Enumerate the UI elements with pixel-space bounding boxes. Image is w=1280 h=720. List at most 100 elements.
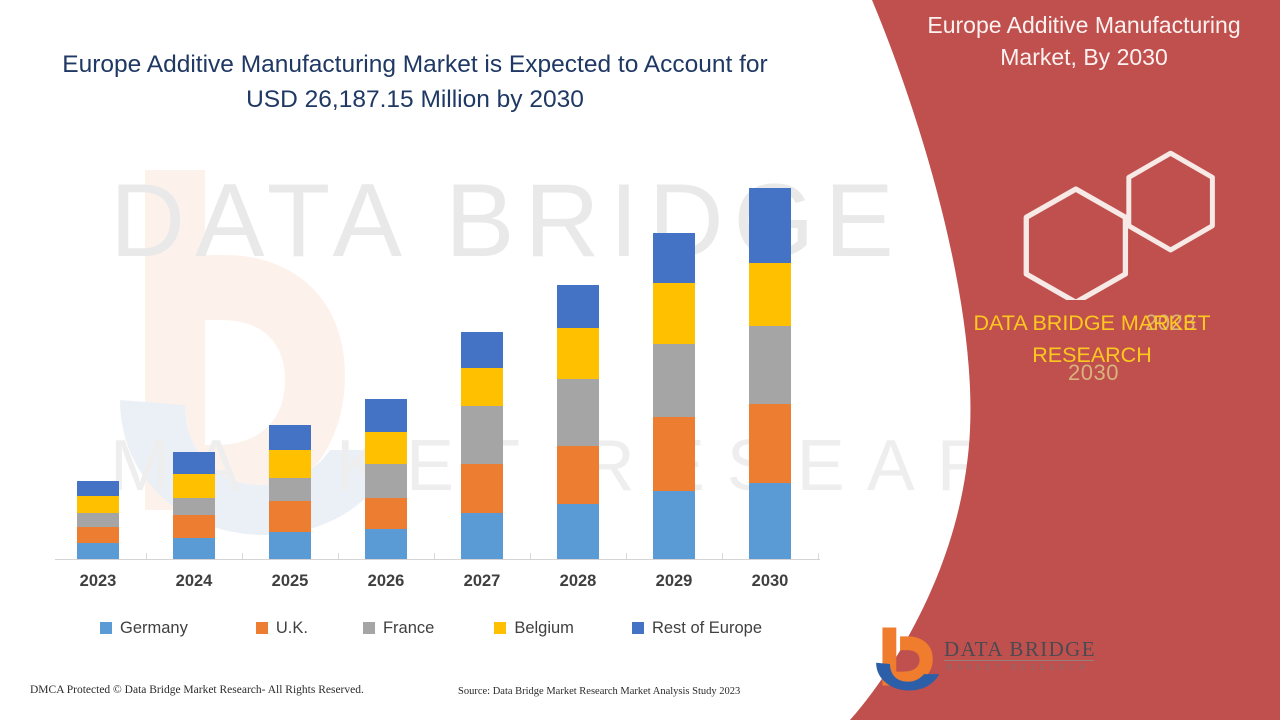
- x-axis-labels: 2023 2024 2025 2026 2027 2028 2029 2030: [55, 572, 825, 600]
- legend-item-rest-of-europe[interactable]: Rest of Europe: [631, 618, 762, 638]
- bar-segment-germany[interactable]: [269, 532, 311, 559]
- footer-copyright: DMCA Protected © Data Bridge Market Rese…: [30, 684, 364, 696]
- hexagon-2030-icon: [1023, 186, 1129, 305]
- bar-segment-france[interactable]: [461, 406, 503, 464]
- bar-segment-france[interactable]: [557, 379, 599, 446]
- legend-swatch-rest-of-europe: [631, 622, 644, 634]
- bar-segment-u-k[interactable]: [77, 527, 119, 543]
- bar-segment-rest-of-europe[interactable]: [365, 399, 407, 432]
- hexagon-2023-icon: [1126, 150, 1215, 253]
- bar-segment-france[interactable]: [77, 513, 119, 527]
- x-axis-tick: [530, 553, 531, 559]
- bar-2030[interactable]: [749, 188, 791, 559]
- right-panel: Europe Additive Manufacturing Market, By…: [812, 0, 1280, 720]
- bar-segment-france[interactable]: [269, 478, 311, 501]
- bar-2029[interactable]: [653, 233, 695, 559]
- bar-segment-u-k[interactable]: [749, 404, 791, 483]
- x-axis-tick: [818, 553, 819, 559]
- bar-segment-belgium[interactable]: [653, 283, 695, 344]
- x-axis-label-2024: 2024: [175, 572, 213, 590]
- x-axis-label-2026: 2026: [367, 572, 405, 590]
- footer-source: Source: Data Bridge Market Research Mark…: [458, 686, 741, 697]
- bar-segment-germany[interactable]: [653, 491, 695, 559]
- bar-segment-u-k[interactable]: [653, 417, 695, 491]
- x-axis-label-2029: 2029: [655, 572, 693, 590]
- bar-segment-rest-of-europe[interactable]: [653, 233, 695, 283]
- legend-label-france: France: [382, 618, 435, 637]
- x-axis-tick: [146, 553, 147, 559]
- bar-segment-france[interactable]: [173, 498, 215, 515]
- bar-segment-u-k[interactable]: [365, 498, 407, 529]
- legend-label-belgium: Belgium: [514, 618, 574, 637]
- bar-segment-germany[interactable]: [365, 529, 407, 559]
- x-axis-line: [55, 559, 820, 560]
- bar-segment-belgium[interactable]: [269, 450, 311, 478]
- legend-item-u-k[interactable]: U.K.: [255, 618, 308, 638]
- bar-segment-rest-of-europe[interactable]: [557, 285, 599, 328]
- logo-mark-icon: [876, 627, 940, 691]
- hexagon-2023-label: 2023: [1145, 310, 1196, 335]
- x-axis-label-2027: 2027: [463, 572, 501, 590]
- x-axis-label-2030: 2030: [751, 572, 789, 590]
- bar-2028[interactable]: [557, 285, 599, 559]
- bar-segment-france[interactable]: [365, 464, 407, 498]
- bar-segment-germany[interactable]: [77, 543, 119, 559]
- bar-segment-germany[interactable]: [173, 538, 215, 559]
- bar-2025[interactable]: [269, 425, 311, 559]
- legend-label-germany: Germany: [120, 618, 188, 637]
- bar-segment-rest-of-europe[interactable]: [749, 188, 791, 263]
- bar-segment-belgium[interactable]: [557, 328, 599, 379]
- panel-brand-text: DATA BRIDGE MARKET RESEARCH: [973, 311, 1211, 367]
- bar-segment-rest-of-europe[interactable]: [269, 425, 311, 450]
- legend-swatch-belgium: [494, 622, 507, 634]
- bar-segment-rest-of-europe[interactable]: [173, 452, 215, 474]
- bar-segment-belgium[interactable]: [365, 432, 407, 464]
- bar-segment-u-k[interactable]: [461, 464, 503, 513]
- legend-item-germany[interactable]: Germany: [100, 619, 188, 638]
- company-logo: DATA BRIDGE MARKET RESEARCH: [872, 625, 1112, 699]
- logo-wordmark: DATA BRIDGE: [944, 637, 1096, 661]
- x-axis-tick: [338, 553, 339, 559]
- bar-segment-belgium[interactable]: [173, 474, 215, 498]
- bar-segment-rest-of-europe[interactable]: [461, 332, 503, 368]
- bar-segment-belgium[interactable]: [461, 368, 503, 406]
- legend-item-belgium[interactable]: Belgium: [494, 619, 574, 638]
- chart-legend: Germany U.K. France Belgium Rest of Europe: [100, 616, 762, 640]
- x-axis-label-2023: 2023: [79, 572, 117, 590]
- bar-segment-france[interactable]: [653, 344, 695, 417]
- x-axis-tick: [722, 553, 723, 559]
- x-axis-label-2028: 2028: [559, 572, 597, 590]
- legend-label-u-k: U.K.: [275, 618, 308, 637]
- panel-title: Europe Additive Manufacturing Market, By…: [927, 12, 1241, 70]
- bar-2023[interactable]: [77, 481, 119, 559]
- bar-segment-germany[interactable]: [557, 504, 599, 559]
- bar-segment-u-k[interactable]: [557, 446, 599, 504]
- hexagon-group: 2023 2030: [972, 140, 1272, 385]
- legend-swatch-u-k: [255, 622, 268, 634]
- page-title: Europe Additive Manufacturing Market is …: [62, 51, 768, 113]
- bar-segment-rest-of-europe[interactable]: [77, 481, 119, 496]
- legend-swatch-germany: [100, 622, 112, 634]
- bar-2026[interactable]: [365, 399, 407, 559]
- bar-segment-germany[interactable]: [749, 483, 791, 559]
- legend-label-rest-of-europe: Rest of Europe: [651, 618, 762, 637]
- bar-segment-belgium[interactable]: [77, 496, 119, 513]
- bar-segment-belgium[interactable]: [749, 263, 791, 326]
- logo-subtext: MARKET RESEARCH: [946, 663, 1089, 672]
- bar-2027[interactable]: [461, 332, 503, 559]
- bar-2024[interactable]: [173, 452, 215, 559]
- x-axis-tick: [242, 553, 243, 559]
- bar-segment-france[interactable]: [749, 326, 791, 404]
- legend-item-france[interactable]: France: [362, 618, 435, 638]
- legend-swatch-france: [362, 622, 375, 634]
- bar-segment-u-k[interactable]: [173, 515, 215, 538]
- logo-divider: [944, 660, 1094, 661]
- hexagon-2030-label: 2030: [1068, 360, 1119, 385]
- x-axis-tick: [434, 553, 435, 559]
- bar-segment-u-k[interactable]: [269, 501, 311, 532]
- x-axis-label-2025: 2025: [271, 572, 309, 590]
- bar-segment-germany[interactable]: [461, 513, 503, 559]
- panel-background-shape: [850, 0, 1280, 720]
- stacked-bar-chart: [55, 170, 825, 560]
